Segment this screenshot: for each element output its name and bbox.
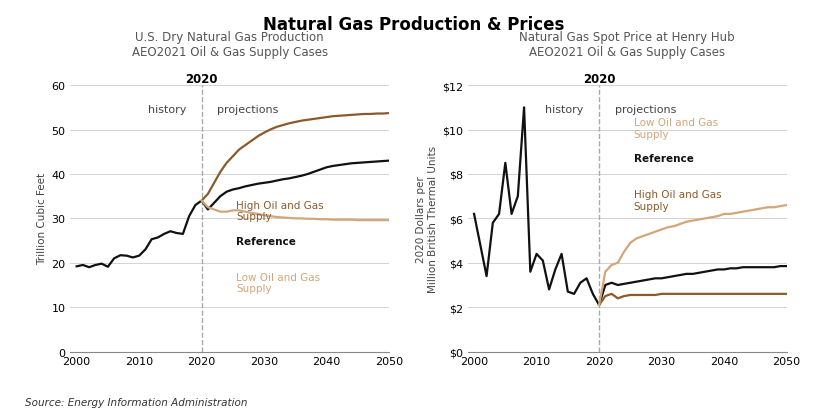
Text: history: history <box>147 104 186 115</box>
Text: High Oil and Gas
Supply: High Oil and Gas Supply <box>633 189 720 211</box>
Text: Low Oil and Gas
Supply: Low Oil and Gas Supply <box>633 118 717 139</box>
Text: 2020: 2020 <box>582 73 614 86</box>
Y-axis label: Trillion Cubic Feet: Trillion Cubic Feet <box>37 173 47 265</box>
Text: projections: projections <box>614 104 676 115</box>
Title: U.S. Dry Natural Gas Production
AEO2021 Oil & Gas Supply Cases: U.S. Dry Natural Gas Production AEO2021 … <box>131 30 327 58</box>
Text: Reference: Reference <box>633 154 693 164</box>
Text: projections: projections <box>217 104 279 115</box>
Title: Natural Gas Spot Price at Henry Hub
AEO2021 Oil & Gas Supply Cases: Natural Gas Spot Price at Henry Hub AEO2… <box>519 30 734 58</box>
Text: Source: Energy Information Administration: Source: Energy Information Administratio… <box>25 397 247 407</box>
Y-axis label: 2020 Dollars per
Million British Thermal Units: 2020 Dollars per Million British Thermal… <box>415 146 437 292</box>
Text: Reference: Reference <box>236 236 296 246</box>
Text: High Oil and Gas
Supply: High Oil and Gas Supply <box>236 200 323 222</box>
Text: Natural Gas Production & Prices: Natural Gas Production & Prices <box>263 16 564 34</box>
Text: history: history <box>544 104 583 115</box>
Text: 2020: 2020 <box>185 73 218 86</box>
Text: Low Oil and Gas
Supply: Low Oil and Gas Supply <box>236 272 320 294</box>
